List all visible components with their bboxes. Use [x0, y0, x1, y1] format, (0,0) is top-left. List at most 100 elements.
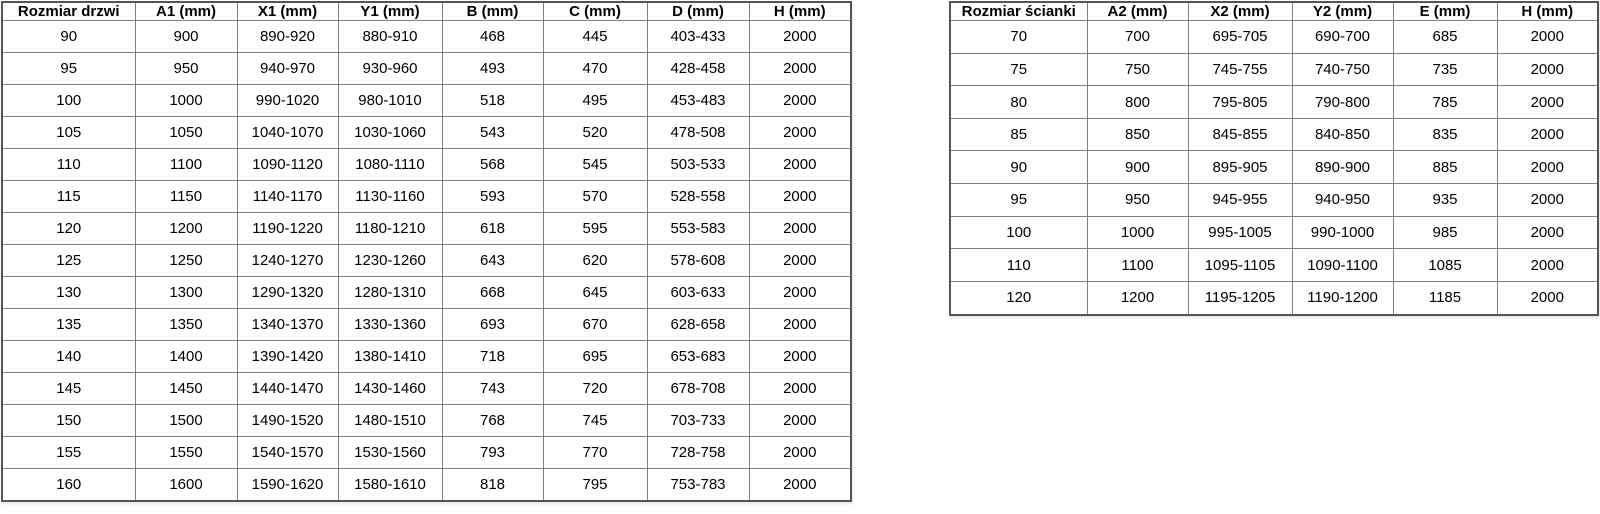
- table-cell: 740-750: [1291, 52, 1394, 87]
- table-cell: 745: [542, 403, 648, 437]
- column-header: B (mm): [441, 1, 544, 21]
- table-cell: 1095-1105: [1187, 248, 1293, 282]
- table-cell: 1280-1310: [337, 275, 443, 309]
- door-size-table: Rozmiar drzwi A1 (mm) X1 (mm) Y1 (mm) B (mm)…: [1, 1, 852, 502]
- table-cell: 110: [949, 248, 1088, 282]
- table-cell: 2000: [748, 115, 852, 149]
- table-cell: 75: [949, 52, 1088, 87]
- table-cell: 2000: [1496, 183, 1599, 217]
- table-cell: 2000: [748, 147, 852, 181]
- table-cell: 428-458: [646, 51, 750, 85]
- table-cell: 753-783: [646, 467, 750, 502]
- column-header: E (mm): [1392, 1, 1498, 21]
- table-cell: 1150: [134, 179, 238, 213]
- table-cell: 528-558: [646, 179, 750, 213]
- table-cell: 790-800: [1291, 85, 1394, 119]
- table-cell: 1540-1570: [236, 435, 339, 469]
- table-cell: 155: [1, 435, 136, 469]
- table-cell: 1250: [134, 243, 238, 277]
- table-cell: 1290-1320: [236, 275, 339, 309]
- table-cell: 1330-1360: [337, 307, 443, 341]
- table-cell: 628-658: [646, 307, 750, 341]
- table-cell: 990-1000: [1291, 215, 1394, 250]
- table-row: 95 950 940-970 930-960 493 470 428-458 2000: [1, 51, 852, 85]
- table-cell: 1380-1410: [337, 339, 443, 373]
- table-row: 150 1500 1490-1520 1480-1510 768 745 703-733 20…: [1, 403, 852, 437]
- table-cell: 90: [1, 20, 136, 53]
- table-row: 105 1050 1040-1070 1030-1060 543 520 478-508 20…: [1, 115, 852, 149]
- table-cell: 1230-1260: [337, 243, 443, 277]
- door-table-header-row: Rozmiar drzwi A1 (mm) X1 (mm) Y1 (mm) B (mm)…: [1, 1, 852, 21]
- table-cell: 735: [1392, 52, 1498, 87]
- table-cell: 95: [949, 183, 1088, 217]
- wall-table-body: 70 700 695-705 690-700 685 2000 75 750 745-755 74…: [949, 20, 1599, 316]
- table-cell: 850: [1086, 117, 1189, 152]
- table-cell: 645: [542, 275, 648, 309]
- table-cell: 900: [1086, 150, 1189, 185]
- table-cell: 990-1020: [236, 83, 339, 117]
- table-cell: 1430-1460: [337, 371, 443, 405]
- column-header: C (mm): [542, 1, 648, 21]
- table-cell: 453-483: [646, 83, 750, 117]
- table-cell: 1200: [134, 211, 238, 245]
- table-cell: 1300: [134, 275, 238, 309]
- table-cell: 950: [1086, 183, 1189, 217]
- table-row: 130 1300 1290-1320 1280-1310 668 645 603-633 20…: [1, 275, 852, 309]
- table-row: 100 1000 990-1020 980-1010 518 495 453-483 2000: [1, 83, 852, 117]
- table-cell: 70: [949, 20, 1088, 54]
- table-cell: 703-733: [646, 403, 750, 437]
- table-cell: 100: [949, 215, 1088, 250]
- table-row: 100 1000 995-1005 990-1000 985 2000: [949, 215, 1599, 250]
- table-cell: 1350: [134, 307, 238, 341]
- table-row: 115 1150 1140-1170 1130-1160 593 570 528-558 20…: [1, 179, 852, 213]
- table-cell: 1440-1470: [236, 371, 339, 405]
- table-cell: 895-905: [1187, 150, 1293, 185]
- table-cell: 1550: [134, 435, 238, 469]
- table-cell: 1085: [1392, 248, 1498, 282]
- table-cell: 478-508: [646, 115, 750, 149]
- table-cell: 678-708: [646, 371, 750, 405]
- table-cell: 518: [441, 83, 544, 117]
- column-header: Y2 (mm): [1291, 1, 1394, 21]
- table-cell: 700: [1086, 20, 1189, 54]
- table-cell: 445: [542, 20, 648, 53]
- table-cell: 2000: [748, 179, 852, 213]
- table-cell: 135: [1, 307, 136, 341]
- column-header: Y1 (mm): [337, 1, 443, 21]
- table-cell: 940-950: [1291, 183, 1394, 217]
- table-cell: 2000: [748, 339, 852, 373]
- column-header: H (mm): [748, 1, 852, 21]
- table-cell: 695: [542, 339, 648, 373]
- table-cell: 2000: [1496, 248, 1599, 282]
- table-cell: 1080-1110: [337, 147, 443, 181]
- table-cell: 120: [949, 280, 1088, 316]
- table-cell: 493: [441, 51, 544, 85]
- table-cell: 2000: [748, 83, 852, 117]
- table-cell: 2000: [748, 51, 852, 85]
- table-cell: 690-700: [1291, 20, 1394, 54]
- table-row: 110 1100 1095-1105 1090-1100 1085 2000: [949, 248, 1599, 282]
- table-cell: 1240-1270: [236, 243, 339, 277]
- table-cell: 593: [441, 179, 544, 213]
- table-cell: 403-433: [646, 20, 750, 53]
- door-table-body: 90 900 890-920 880-910 468 445 403-433 2000 95 95…: [1, 20, 852, 502]
- table-cell: 1050: [134, 115, 238, 149]
- table-cell: 1530-1560: [337, 435, 443, 469]
- table-cell: 728-758: [646, 435, 750, 469]
- table-cell: 930-960: [337, 51, 443, 85]
- table-cell: 1400: [134, 339, 238, 373]
- table-cell: 160: [1, 467, 136, 502]
- table-cell: 1600: [134, 467, 238, 502]
- column-header: D (mm): [646, 1, 750, 21]
- table-cell: 693: [441, 307, 544, 341]
- table-cell: 670: [542, 307, 648, 341]
- table-cell: 750: [1086, 52, 1189, 87]
- table-cell: 940-970: [236, 51, 339, 85]
- table-cell: 1190-1200: [1291, 280, 1394, 316]
- table-row: 120 1200 1190-1220 1180-1210 618 595 553-583 20…: [1, 211, 852, 245]
- wall-size-table: Rozmiar ścianki A2 (mm) X2 (mm) Y2 (mm) E (m…: [949, 1, 1599, 316]
- table-cell: 1580-1610: [337, 467, 443, 502]
- wall-table-header-row: Rozmiar ścianki A2 (mm) X2 (mm) Y2 (mm) E (m…: [949, 1, 1599, 21]
- table-cell: 2000: [1496, 280, 1599, 316]
- table-cell: 1000: [134, 83, 238, 117]
